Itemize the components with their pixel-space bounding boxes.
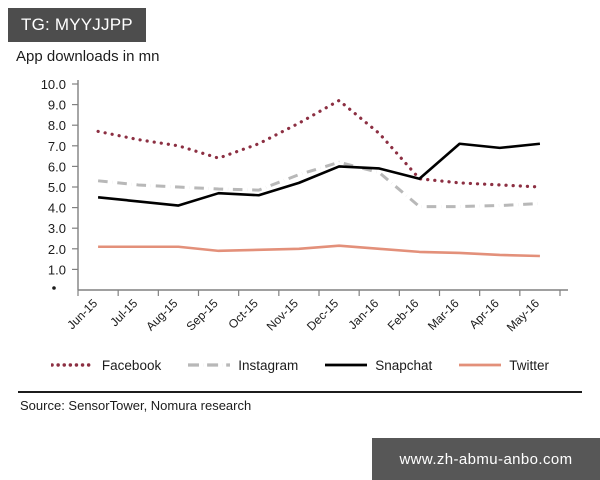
series-line-facebook	[96, 98, 542, 189]
y-axis-ticks	[72, 83, 78, 270]
x-tick-label: May-16	[504, 296, 542, 334]
legend-label: Twitter	[509, 357, 550, 373]
y-tick-label: 1.0	[48, 262, 66, 277]
x-tick-label: Dec-15	[304, 296, 341, 333]
legend-item-facebook[interactable]: Facebook	[50, 357, 162, 373]
x-tick-label: Jun-15	[64, 296, 100, 332]
legend-swatch-facebook-icon	[50, 363, 95, 367]
y-tick-label: 6.0	[48, 159, 66, 174]
x-tick-label: Jan-16	[346, 296, 382, 332]
source-note: Source: SensorTower, Nomura research	[20, 398, 252, 413]
site-watermark: www.zh-abmu-anbo.com	[372, 438, 600, 480]
source-divider	[18, 391, 582, 393]
legend-label: Facebook	[101, 357, 162, 373]
legend-label: Snapchat	[375, 357, 433, 373]
series-line-twitter	[98, 244, 540, 258]
y-tick-label: 5.0	[48, 180, 66, 195]
y-tick-label: 4.0	[48, 201, 66, 216]
legend-swatch-snapchat-icon	[325, 363, 368, 367]
legend-label: Instagram	[238, 357, 299, 373]
x-tick-label: Jul-15	[107, 296, 140, 329]
x-tick-label: Oct-15	[226, 296, 262, 332]
y-tick-label: 8.0	[48, 118, 66, 133]
x-tick-label: Sep-15	[183, 296, 220, 333]
x-tick-label: Mar-16	[425, 296, 462, 333]
y-tick-label: 3.0	[48, 221, 66, 236]
legend-item-twitter[interactable]: Twitter	[458, 358, 549, 373]
x-tick-label: Aug-15	[143, 296, 180, 333]
y-tick-label: 10.0	[41, 77, 66, 92]
line-chart: 1.0 2.0 3.0 4.0 5.0 6.0 7.0 8.0 9.0 10.0 Jun-15 Ju…	[41, 77, 568, 334]
legend-item-snapchat[interactable]: Snapchat	[324, 358, 432, 373]
x-tick-label: Feb-16	[385, 296, 422, 333]
chart-legend: Facebook Instagram Snapchat Twitter	[0, 352, 600, 378]
y-axis-zero-marker	[52, 286, 56, 290]
x-axis-tick-labels: Jun-15 Jul-15 Aug-15 Sep-15 Oct-15 Nov-15 Dec-…	[64, 296, 542, 334]
x-tick-label: Apr-16	[466, 296, 502, 332]
y-axis-tick-labels: 1.0 2.0 3.0 4.0 5.0 6.0 7.0 8.0 9.0 10.0	[41, 77, 66, 290]
legend-item-instagram[interactable]: Instagram	[187, 358, 298, 373]
y-tick-label: 7.0	[48, 139, 66, 154]
page-title: App downloads in mn	[16, 48, 160, 65]
y-tick-label: 9.0	[48, 98, 66, 113]
y-tick-label: 2.0	[48, 242, 66, 257]
legend-swatch-twitter-icon	[459, 363, 502, 367]
chart-series-group	[96, 98, 542, 258]
series-line-snapchat	[97, 142, 541, 207]
legend-swatch-instagram-icon	[188, 363, 231, 367]
chart-container: 1.0 2.0 3.0 4.0 5.0 6.0 7.0 8.0 9.0 10.0 Jun-15 Ju…	[0, 72, 600, 352]
x-tick-label: Nov-15	[264, 296, 301, 333]
tg-watermark-badge: TG: MYYJJPP	[8, 8, 146, 42]
x-axis-ticks	[77, 290, 561, 296]
series-line-instagram	[97, 160, 540, 209]
